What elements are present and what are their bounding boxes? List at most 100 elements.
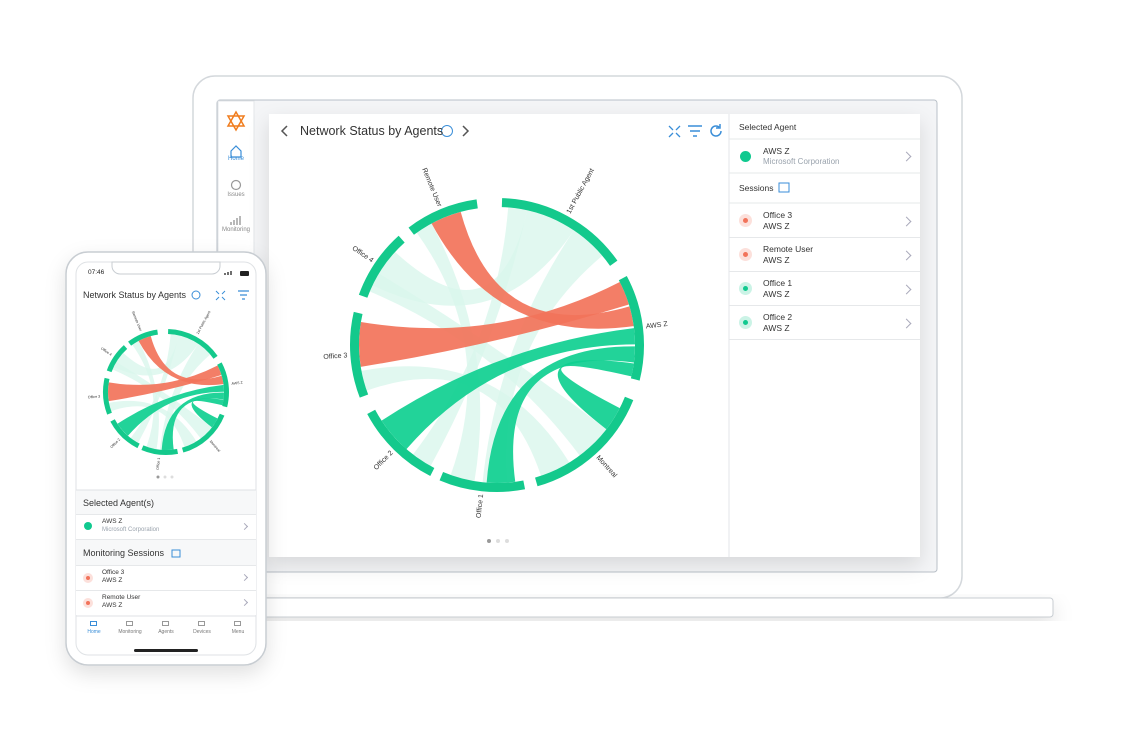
- chord-ribbon: [108, 365, 222, 402]
- expand-icon[interactable]: [668, 125, 681, 138]
- status-dot: [743, 218, 748, 223]
- nav-item[interactable]: Home: [227, 156, 244, 162]
- session-row[interactable]: [76, 590, 256, 615]
- chord-ribbon: [109, 400, 197, 447]
- chord-ribbon: [557, 360, 634, 430]
- tab-icon: [198, 621, 205, 626]
- chord-arc: [501, 198, 618, 266]
- logo: [226, 110, 246, 132]
- agent-icon: [84, 522, 92, 530]
- chord-ribbon: [132, 340, 159, 450]
- tab-icon: [234, 621, 241, 626]
- session-agent: AWS Z: [763, 323, 790, 333]
- chord-ribbon: [161, 392, 224, 450]
- chord-ribbon: [359, 282, 629, 367]
- chord-arc: [350, 311, 369, 398]
- agent-name: AWS Z: [102, 518, 123, 525]
- chord-arc: [181, 413, 225, 453]
- session-name: Office 3: [763, 210, 793, 220]
- phone-notch: [111, 261, 221, 275]
- chord-ribbon: [412, 207, 528, 466]
- pager-dot: [505, 539, 509, 543]
- section-heading: Sessions: [739, 183, 774, 193]
- status-dot: [86, 601, 90, 605]
- refresh-icon[interactable]: [710, 124, 722, 137]
- chord-ribbon: [369, 273, 607, 456]
- tab-label[interactable]: Home: [87, 629, 101, 635]
- chord-arc: [408, 199, 478, 235]
- home-icon: [230, 145, 242, 158]
- tab-icon: [90, 621, 97, 626]
- chord-ribbon: [113, 335, 199, 376]
- home-indicator: [134, 649, 198, 652]
- panel-title: Network Status by Agents: [300, 124, 444, 138]
- chord-arc: [217, 362, 229, 408]
- chord-arc: [128, 329, 159, 346]
- nav-item[interactable]: Monitoring: [221, 227, 250, 233]
- panel-title: Network Status by Agents: [83, 290, 187, 300]
- session-row[interactable]: [729, 306, 920, 340]
- chord-ribbon: [138, 336, 224, 386]
- help-icon[interactable]: [191, 290, 201, 300]
- chord-arc: [106, 345, 128, 373]
- chord-arc: [103, 377, 112, 415]
- tab-label[interactable]: Monitoring: [118, 629, 142, 635]
- pager-dot: [496, 539, 500, 543]
- chord-arc: [141, 445, 179, 455]
- chord-ribbon: [117, 384, 224, 436]
- status-dot: [743, 252, 748, 257]
- chord-arc: [167, 329, 218, 359]
- chord-ribbon: [381, 328, 635, 450]
- chord-ribbon: [431, 211, 634, 329]
- chord-label: Office 3: [88, 395, 101, 400]
- chord-arc: [367, 409, 435, 476]
- tab-icon: [162, 621, 169, 626]
- session-row[interactable]: [729, 204, 920, 238]
- status-dot: [743, 320, 748, 325]
- chord-arc: [535, 396, 634, 487]
- chord-ribbon: [130, 334, 179, 443]
- nav-arrows[interactable]: [280, 125, 470, 137]
- chord-ribbon: [372, 210, 574, 306]
- tab-label[interactable]: Devices: [193, 629, 211, 635]
- session-row[interactable]: [729, 272, 920, 306]
- status-dot: [743, 286, 748, 291]
- chord-label: Office 1: [476, 494, 485, 519]
- agent-row[interactable]: [76, 514, 256, 540]
- agent-icon: [740, 151, 751, 162]
- filter-icon[interactable]: [238, 290, 249, 300]
- chord-arc: [358, 235, 405, 298]
- chord-label: Office 2: [110, 438, 121, 450]
- chord-ribbon: [361, 366, 570, 476]
- session-name: Office 2: [763, 312, 793, 322]
- session-row[interactable]: [76, 565, 256, 590]
- chord-label: Office 1: [156, 457, 161, 470]
- tab-icon: [126, 621, 133, 626]
- filter-icon[interactable]: [688, 125, 702, 137]
- chord-arc: [439, 472, 526, 492]
- chord-ribbon: [416, 223, 481, 482]
- section-heading: Selected Agent(s): [83, 498, 155, 508]
- agent-name: AWS Z: [763, 146, 790, 156]
- tab-label[interactable]: Agents: [158, 629, 174, 635]
- expand-icon[interactable]: [215, 290, 226, 301]
- signal-icon: [224, 271, 232, 275]
- chord-ribbon: [112, 361, 212, 439]
- issues-icon: [230, 179, 242, 191]
- chord-label: AWS Z: [645, 321, 668, 331]
- sessions-icon: [171, 549, 181, 558]
- session-row[interactable]: [729, 238, 920, 272]
- nav-item[interactable]: Issues: [227, 192, 245, 198]
- status-dot: [86, 576, 90, 580]
- session-name: Remote User: [763, 244, 814, 254]
- chord-label: AWS Z: [231, 380, 243, 385]
- session-agent: AWS Z: [102, 577, 123, 584]
- session-agent: AWS Z: [763, 255, 790, 265]
- pager-dot: [170, 475, 174, 479]
- help-icon[interactable]: [441, 125, 453, 137]
- tab-label[interactable]: Menu: [231, 629, 245, 635]
